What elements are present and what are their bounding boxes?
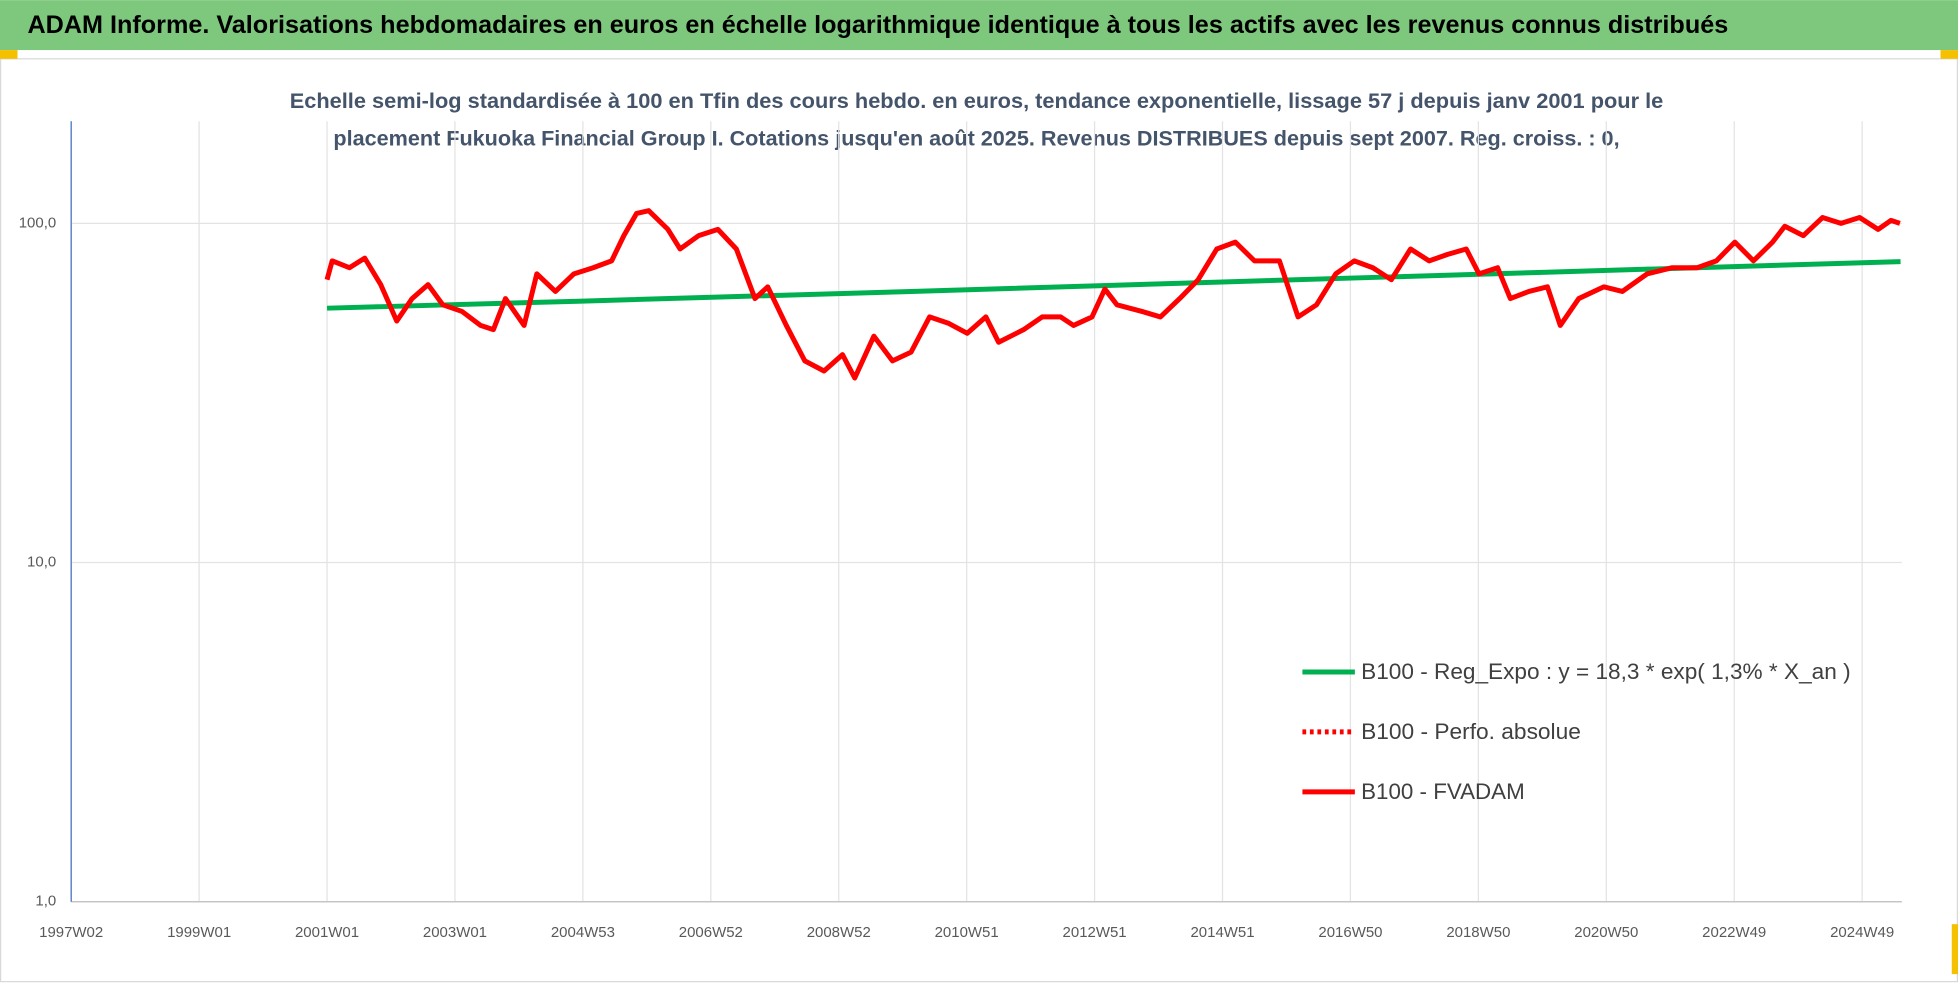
- y-tick-label: 1,0: [35, 893, 56, 910]
- title-bar: [0, 0, 1958, 51]
- x-tick-label: 2014W51: [1190, 924, 1254, 941]
- x-tick-label: 1997W02: [39, 924, 103, 941]
- corner-mark: [1951, 924, 1958, 975]
- chart-frame: [0, 58, 1958, 983]
- y-tick-label: 100,0: [19, 214, 56, 231]
- x-tick-label: 2008W52: [807, 924, 871, 941]
- plot: [324, 208, 1901, 381]
- x-tick-label: 2004W53: [551, 924, 615, 941]
- chart-subtitle: Echelle semi-log standardisée à 100 en T…: [290, 90, 1664, 113]
- x-tick-label: 2012W51: [1063, 924, 1127, 941]
- series-line: [326, 259, 1901, 311]
- legend-label: B100 - Perfo. absolue: [1361, 719, 1581, 744]
- y-tick-label: 10,0: [27, 553, 56, 570]
- grid: 1997W02 1999W01 2001W01 2003W01 2004W53 2006W…: [19, 121, 1902, 941]
- x-tick-label: 2024W49: [1830, 924, 1894, 941]
- chart-subtitle: placement Fukuoka Financial Group I. Cot…: [333, 128, 1619, 151]
- corner-mark: [0, 50, 18, 59]
- x-tick-label: 2001W01: [295, 924, 359, 941]
- legend-label: B100 - Reg_Expo : y = 18,3 * exp( 1,3% *…: [1361, 659, 1851, 684]
- chart-title: ADAM Informe. Valorisations hebdomadaire…: [27, 11, 1728, 39]
- x-tick-label: 1999W01: [167, 924, 231, 941]
- x-tick-label: 2016W50: [1318, 924, 1382, 941]
- corner-mark: [1940, 50, 1958, 59]
- legend: B100 - Reg_Expo : y = 18,3 * exp( 1,3% *…: [1302, 659, 1851, 804]
- x-tick-label: 2022W49: [1702, 924, 1766, 941]
- x-tick-label: 2020W50: [1574, 924, 1638, 941]
- x-tick-label: 2018W50: [1446, 924, 1510, 941]
- x-tick-label: 2003W01: [423, 924, 487, 941]
- series-line: [324, 208, 1901, 381]
- legend-label: B100 - FVADAM: [1361, 779, 1525, 804]
- x-tick-label: 2010W51: [935, 924, 999, 941]
- x-tick-label: 2006W52: [679, 924, 743, 941]
